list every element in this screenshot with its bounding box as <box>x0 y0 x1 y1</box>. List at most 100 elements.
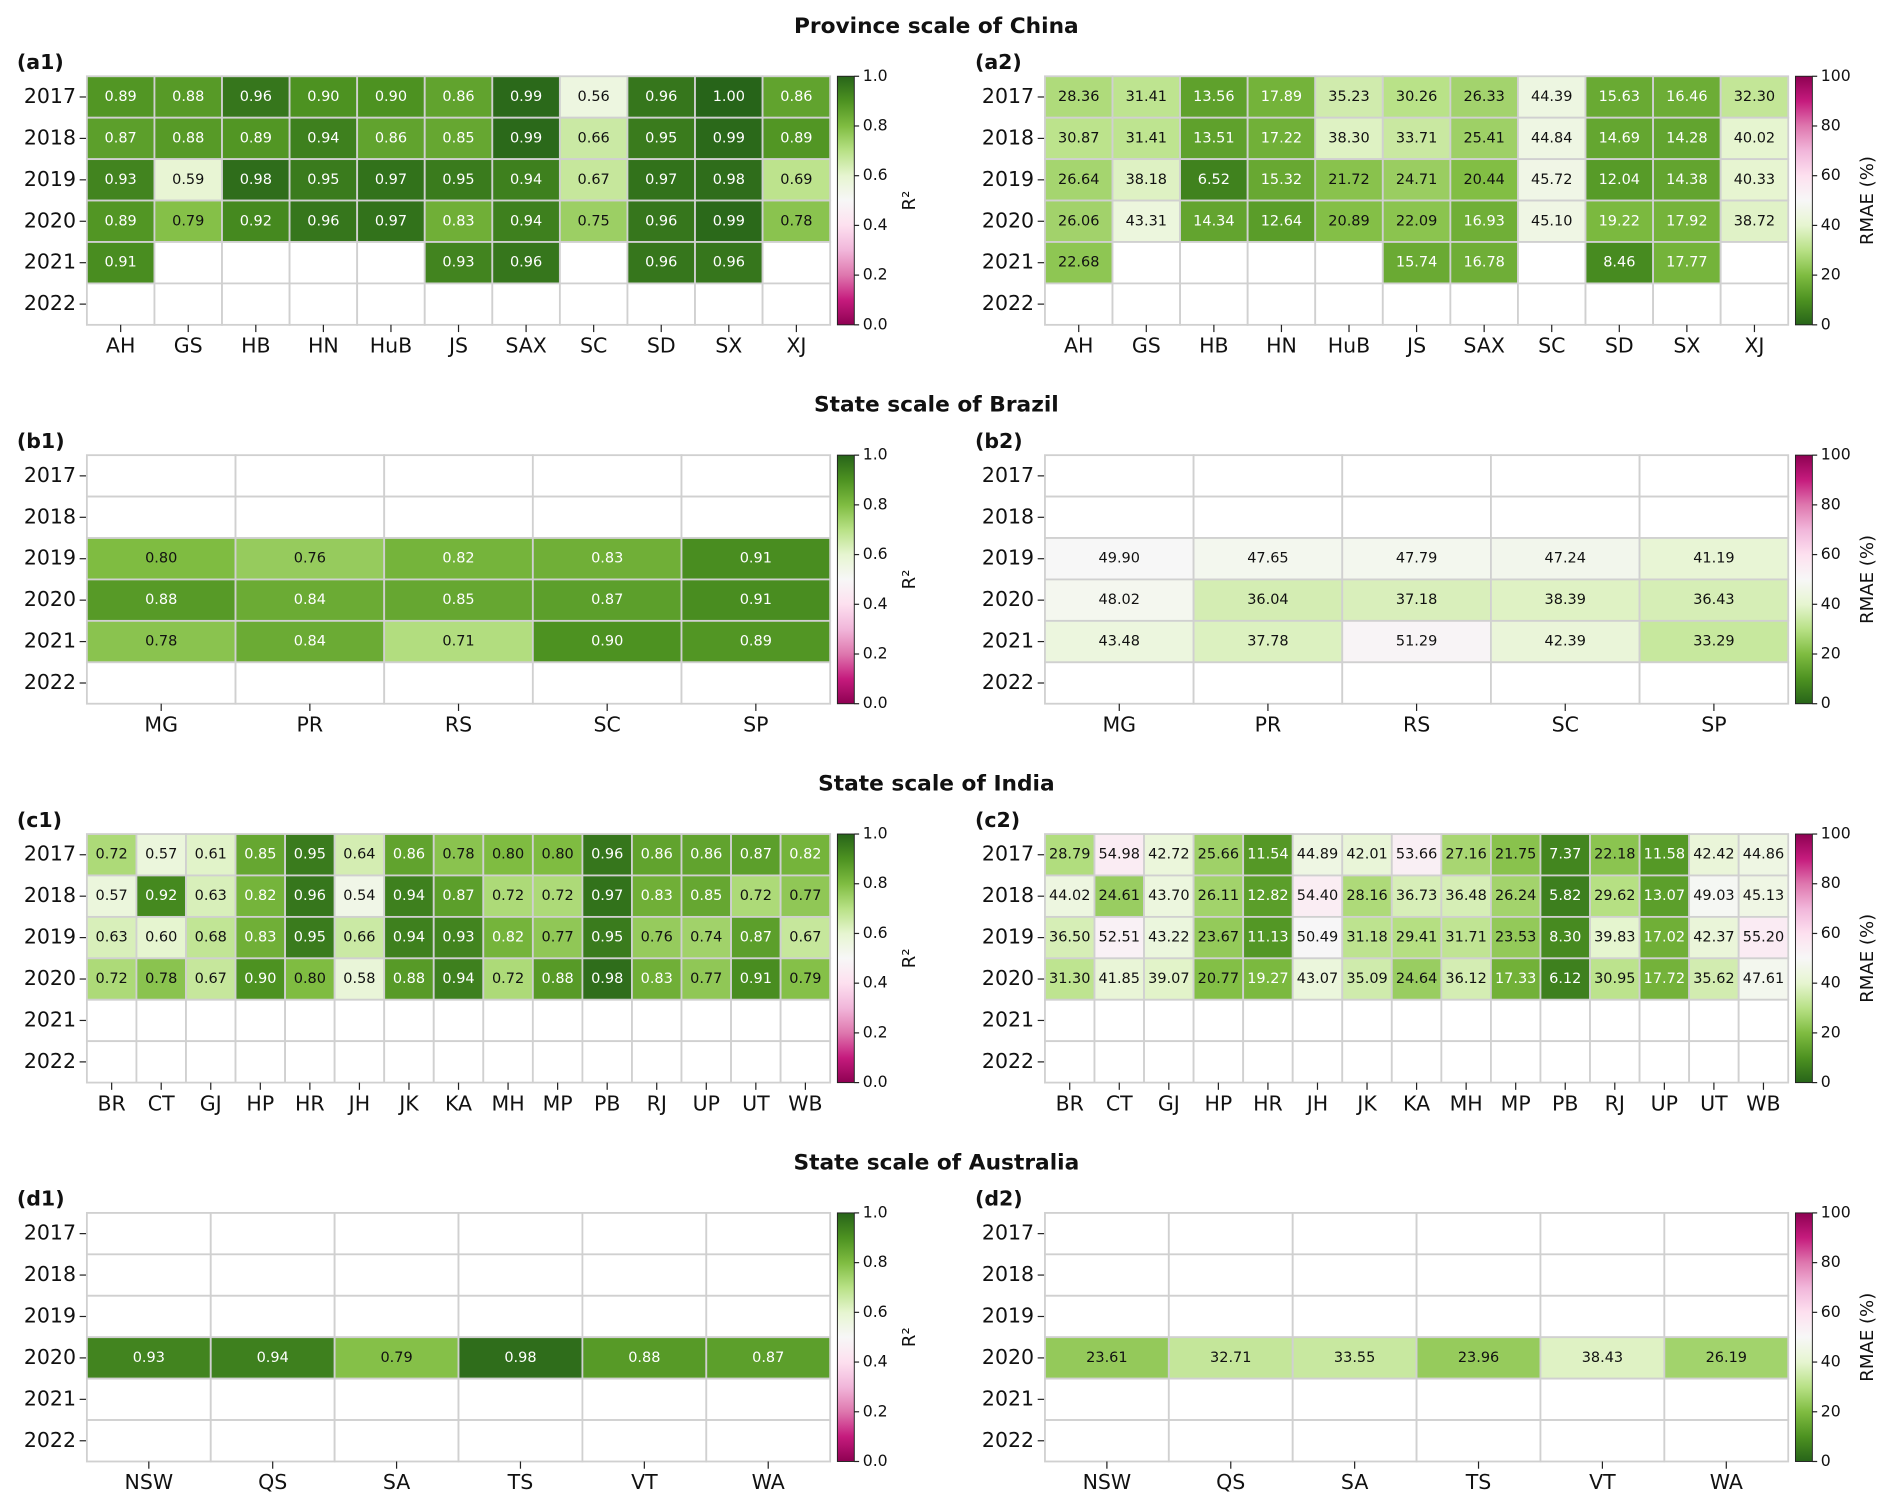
x-tick-label: SC <box>1552 712 1579 736</box>
cell <box>1093 833 1145 877</box>
cell-label: 11.58 <box>1644 847 1685 863</box>
cell <box>1539 957 1591 1001</box>
cell-empty <box>85 998 138 1043</box>
cell <box>85 241 156 285</box>
colorbar-label: RMAE (%) <box>1857 1293 1878 1382</box>
cell-label: 47.61 <box>1743 971 1784 987</box>
cell-label: 0.99 <box>713 213 745 229</box>
cell-label: 12.82 <box>1247 888 1288 904</box>
x-tick-label: RJ <box>647 1091 667 1115</box>
cell <box>1490 833 1542 877</box>
cell <box>1589 833 1641 877</box>
cell-empty <box>1663 1419 1790 1463</box>
cell-empty <box>1044 495 1195 539</box>
x-tick-label: HP <box>246 1091 274 1115</box>
cell-label: 42.72 <box>1148 847 1189 863</box>
cell <box>383 537 534 581</box>
cell-empty <box>531 495 683 539</box>
cell <box>185 915 237 960</box>
cell <box>626 75 696 119</box>
x-tick-label: WA <box>1710 1470 1743 1494</box>
cell <box>284 915 336 960</box>
cell <box>680 874 732 918</box>
cell-label: 0.96 <box>294 888 326 904</box>
colorbar-tick-label: 100 <box>1821 66 1851 85</box>
y-tick-label: 2017 <box>24 84 76 108</box>
cell-label: 7.37 <box>1549 847 1581 863</box>
cell-label: 26.11 <box>1198 888 1239 904</box>
cell <box>626 116 696 161</box>
cell-label: 0.83 <box>641 888 673 904</box>
cell-label: 25.66 <box>1198 847 1239 863</box>
cell-label: 0.95 <box>294 930 326 946</box>
cell-empty <box>482 1040 534 1084</box>
cell-label: 0.83 <box>591 551 623 567</box>
cell-label: 0.88 <box>628 1350 660 1366</box>
cell-label: 0.93 <box>133 1350 165 1366</box>
cell <box>221 116 291 161</box>
x-tick-label: CT <box>148 1091 175 1115</box>
x-tick-label: RJ <box>1605 1091 1625 1115</box>
cell-empty <box>85 1253 212 1297</box>
cell <box>1341 578 1492 622</box>
cell <box>1737 874 1790 918</box>
colorbar-tick-label: 40 <box>1821 973 1841 992</box>
y-tick-label: 2017 <box>982 1221 1034 1245</box>
cell-label: 16.46 <box>1666 89 1707 105</box>
cell-empty <box>383 454 534 498</box>
cell <box>1737 833 1790 877</box>
cell-label: 17.77 <box>1666 255 1707 271</box>
cell-empty <box>1584 282 1654 326</box>
cell <box>1341 957 1393 1001</box>
cell-label: 0.67 <box>195 971 227 987</box>
colorbar-tick-label: 0.6 <box>863 1302 888 1321</box>
colorbar-tick-label: 0.0 <box>863 1451 888 1470</box>
cell-label: 22.68 <box>1058 255 1099 271</box>
cell-label: 0.78 <box>145 634 177 650</box>
cell-label: 0.87 <box>752 1350 784 1366</box>
y-tick-label: 2019 <box>982 1303 1034 1327</box>
x-tick-label: RS <box>445 712 472 736</box>
cell-label: 14.28 <box>1666 130 1707 146</box>
cell-empty <box>491 282 561 326</box>
cell-label: 0.85 <box>690 888 722 904</box>
y-tick-label: 2022 <box>982 291 1034 315</box>
x-tick-label: NSW <box>1083 1470 1132 1494</box>
x-tick-label: SA <box>383 1470 410 1494</box>
cell-label: 25.41 <box>1463 130 1504 146</box>
cell-empty <box>1167 1253 1294 1297</box>
panel-label: (c2) <box>975 808 1020 832</box>
cell-label: 23.67 <box>1198 930 1239 946</box>
cell-empty <box>1390 1040 1443 1084</box>
colorbar <box>836 833 855 1084</box>
cell-empty <box>1381 282 1452 326</box>
cell-empty <box>1167 1212 1294 1256</box>
cell-label: 0.94 <box>510 172 542 188</box>
cell-label: 24.61 <box>1099 888 1140 904</box>
cell-label: 0.57 <box>145 847 177 863</box>
y-tick-label: 2022 <box>24 291 76 315</box>
cell <box>680 833 732 877</box>
y-tick-label: 2018 <box>24 1262 76 1286</box>
cell <box>1246 158 1317 202</box>
y-tick-label: 2018 <box>24 883 76 907</box>
cell-label: 22.18 <box>1594 847 1635 863</box>
cell-empty <box>1143 1040 1195 1084</box>
x-tick-label: SP <box>743 712 768 736</box>
panel-label: (d2) <box>975 1187 1023 1211</box>
cell-empty <box>1192 454 1344 498</box>
cell <box>482 957 534 1001</box>
cell-label: 0.80 <box>492 847 524 863</box>
cell-label: 0.99 <box>510 130 542 146</box>
cell-empty <box>1167 1377 1294 1421</box>
cell-empty <box>581 1253 708 1297</box>
cell-empty <box>705 1419 832 1463</box>
cell-empty <box>1415 1253 1542 1297</box>
cell <box>1517 75 1587 119</box>
cell-label: 0.74 <box>690 930 722 946</box>
y-tick-label: 2018 <box>24 125 76 149</box>
cell-empty <box>1341 661 1492 705</box>
colorbar <box>836 75 855 326</box>
panel-label: (a2) <box>975 50 1022 74</box>
x-tick-label: HN <box>308 334 339 358</box>
